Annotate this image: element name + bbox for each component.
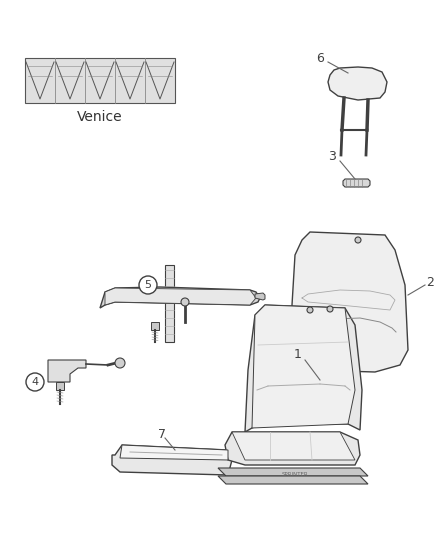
Circle shape (181, 298, 189, 306)
Polygon shape (245, 305, 362, 432)
Text: 1: 1 (294, 348, 302, 360)
Text: 6: 6 (316, 52, 324, 64)
Circle shape (26, 373, 44, 391)
Text: Venice: Venice (77, 110, 123, 124)
Polygon shape (56, 382, 64, 390)
Text: 2: 2 (426, 276, 434, 288)
Text: 4: 4 (32, 377, 39, 387)
Polygon shape (25, 58, 175, 103)
Polygon shape (292, 232, 408, 372)
Text: 5: 5 (145, 280, 152, 290)
Polygon shape (165, 265, 174, 342)
Polygon shape (255, 293, 265, 300)
Circle shape (139, 276, 157, 294)
Polygon shape (48, 360, 86, 382)
Polygon shape (105, 288, 256, 305)
Polygon shape (225, 432, 360, 465)
Polygon shape (218, 476, 368, 484)
Circle shape (115, 358, 125, 368)
Polygon shape (151, 322, 159, 330)
Circle shape (355, 237, 361, 243)
Polygon shape (252, 305, 355, 428)
Circle shape (327, 306, 333, 312)
Polygon shape (100, 287, 260, 308)
Polygon shape (218, 468, 368, 476)
Polygon shape (232, 432, 355, 460)
Text: 7: 7 (158, 429, 166, 441)
Polygon shape (328, 67, 387, 100)
Text: 3: 3 (328, 150, 336, 164)
Circle shape (307, 307, 313, 313)
Polygon shape (120, 445, 228, 460)
Polygon shape (112, 445, 232, 475)
Text: SPRINTER: SPRINTER (282, 472, 308, 477)
Polygon shape (343, 179, 370, 187)
